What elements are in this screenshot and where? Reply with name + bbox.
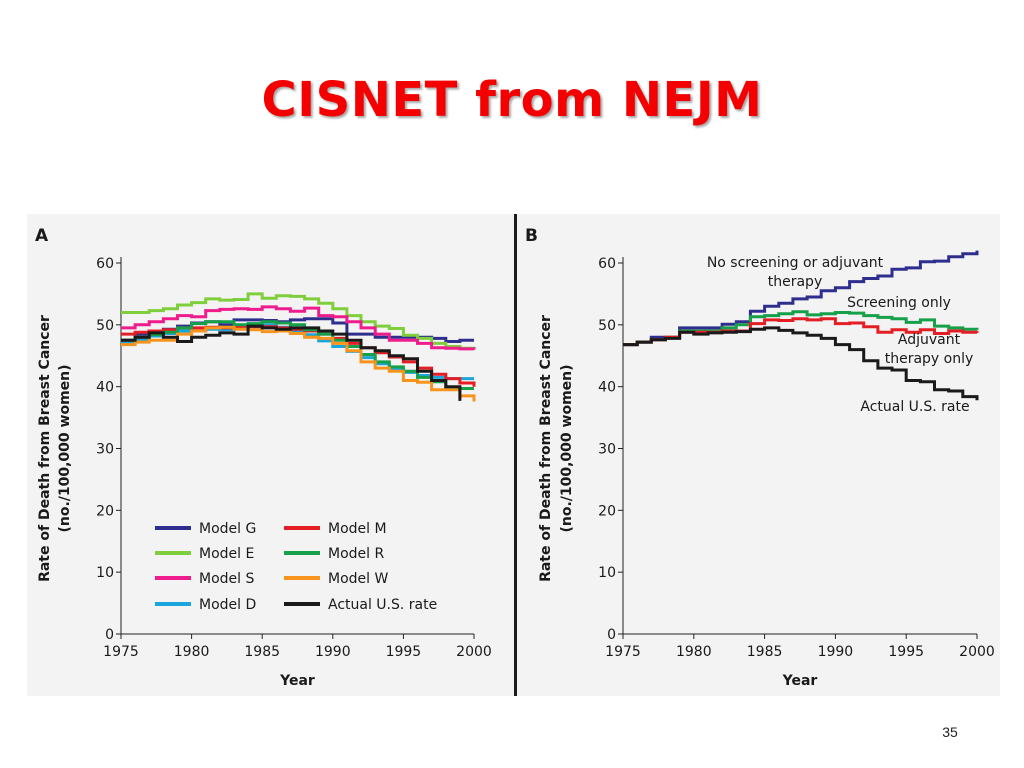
panel-b-panel-label: B	[525, 226, 538, 246]
panel-a-y-tick-label: 10	[96, 565, 114, 581]
panel-b-series-line-3	[623, 326, 979, 401]
panel-b-series-line-0	[623, 250, 979, 347]
panel-b-y-axis-label: Rate of Death from Breast Cancer	[538, 315, 554, 582]
slide-number: 35	[942, 724, 958, 740]
panel-b-x-axis-label: Year	[782, 673, 818, 689]
panel-a-y-axis-label: Rate of Death from Breast Cancer	[37, 315, 53, 582]
panel-a-y-tick-label: 50	[96, 318, 114, 334]
panel-a-y-tick-label: 0	[105, 627, 114, 643]
panel-b-x-tick-label: 2000	[959, 644, 995, 660]
panel-a-x-tick-label: 1995	[386, 644, 422, 660]
figure-background	[27, 214, 1000, 696]
panel-a-y-tick-label: 30	[96, 442, 114, 458]
panel-a-series-line-6	[121, 325, 476, 402]
panel-b-y-tick-label: 60	[598, 256, 616, 272]
panel-a-x-tick-label: 1985	[244, 644, 280, 660]
panel-a-x-tick-label: 1990	[315, 644, 351, 660]
panel-b-series-label-0: therapy	[768, 274, 822, 290]
panel-a-series-line-2	[121, 305, 476, 351]
panel-b-y-tick-label: 20	[598, 503, 616, 519]
panel-a-y-tick-label: 20	[96, 503, 114, 519]
panel-a-y-axis-label-units: (no./100,000 women)	[57, 364, 73, 532]
slide-title: CISNET from NEJM	[261, 72, 763, 128]
panel-b-series-label-3: Actual U.S. rate	[860, 399, 969, 415]
panel-a-legend-label-2: Model S	[199, 571, 254, 587]
panel-b-y-tick-label: 30	[598, 442, 616, 458]
panel-b-x-tick-label: 1995	[888, 644, 924, 660]
panel-a-x-tick-label: 1975	[103, 644, 139, 660]
panel-b-x-tick-label: 1980	[676, 644, 712, 660]
panel-a-y-tick-label: 40	[96, 380, 114, 396]
panel-a-x-tick-label: 1980	[174, 644, 210, 660]
panel-a-legend-label-6: Model W	[328, 571, 388, 587]
panel-a-legend-label-1: Model E	[199, 546, 254, 562]
panel-a-legend-label-3: Model D	[199, 597, 256, 613]
panel-a-legend-label-0: Model G	[199, 521, 256, 537]
panel-b-series-label-0: No screening or adjuvant	[707, 255, 884, 271]
panel-a-legend-label-4: Model M	[328, 521, 387, 537]
panel-b-x-tick-label: 1990	[818, 644, 854, 660]
panel-divider	[514, 214, 517, 696]
panel-b-x-tick-label: 1975	[605, 644, 641, 660]
panel-b-y-tick-label: 40	[598, 380, 616, 396]
panel-b-series-label-1: Screening only	[847, 295, 951, 311]
panel-a-x-tick-label: 2000	[456, 644, 492, 660]
panel-b-series-label-2: therapy only	[885, 351, 974, 367]
panel-b-y-tick-label: 0	[607, 627, 616, 643]
panel-a-series-line-1	[121, 292, 476, 350]
chart-panel-a: A 0 10 20 30 40 50 60 1975 1980 1985 1990 1995 2000 Ye…	[35, 226, 492, 689]
panel-b-x-tick-label: 1985	[747, 644, 783, 660]
panel-a-panel-label: A	[35, 226, 49, 246]
panel-a-legend-label-7: Actual U.S. rate	[328, 597, 437, 613]
panel-a-y-tick-label: 60	[96, 256, 114, 272]
chart-panel-b: B 0 10 20 30 40 50 60 1975 1980 1985 1990 1995 2000 Ye…	[525, 226, 995, 689]
panel-b-y-tick-label: 50	[598, 318, 616, 334]
panel-a-x-axis-label: Year	[279, 673, 315, 689]
panel-b-y-axis-label-units: (no./100,000 women)	[559, 364, 575, 532]
panel-b-series-label-2: Adjuvant	[898, 332, 961, 348]
panel-a-legend-label-5: Model R	[328, 546, 384, 562]
panel-b-y-tick-label: 10	[598, 565, 616, 581]
panel-a-series-line-7	[121, 324, 462, 401]
